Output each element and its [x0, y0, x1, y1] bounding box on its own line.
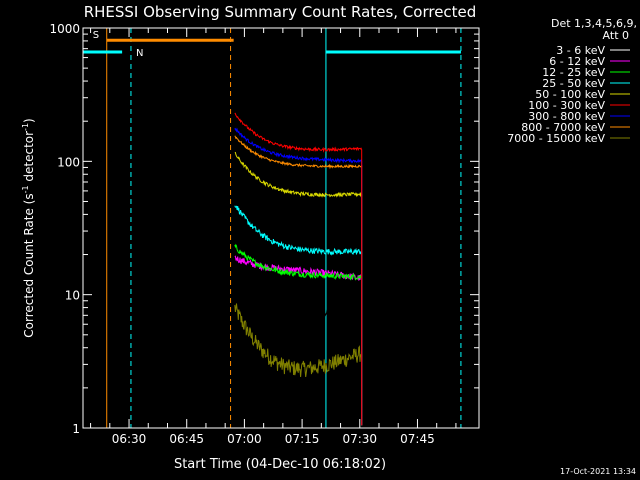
x-axis-label: Start Time (04-Dec-10 06:18:02) — [174, 457, 386, 472]
y-axis-label: Corrected Count Rate (s-1 detector-1) — [21, 118, 36, 337]
chart-title: RHESSI Observing Summary Count Rates, Co… — [84, 3, 477, 21]
x-tick-label-2: 07:00 — [227, 432, 262, 446]
legend-header-line1: Det 1,3,4,5,6,9, — [551, 17, 637, 30]
legend-header-line2: Att 0 — [603, 29, 629, 42]
x-tick-label-0: 06:30 — [112, 432, 147, 446]
series-line-2 — [234, 243, 363, 426]
series-line-8 — [234, 303, 363, 426]
y-tick-label-2: 100 — [57, 155, 80, 169]
series-line-4 — [234, 151, 363, 426]
legend-label-8: 7000 - 15000 keV — [507, 132, 605, 145]
series-line-6 — [234, 127, 363, 426]
series-line-7 — [234, 135, 363, 426]
series-line-0 — [234, 259, 363, 426]
axes: 1 10 100 1000 06:30 06:45 07:00 07:15 07:30 07:45 — [49, 22, 479, 446]
y-tick-label-0: 1 — [72, 422, 80, 436]
x-tick-label-4: 07:30 — [342, 432, 377, 446]
y-tick-label-3: 1000 — [49, 22, 80, 36]
x-tick-label-5: 07:45 — [400, 432, 435, 446]
plot-frame — [82, 27, 480, 429]
legend-label-3: 25 - 50 keV — [542, 77, 605, 90]
x-tick-label-1: 06:45 — [169, 432, 204, 446]
flag-label-s: S — [93, 30, 99, 41]
series-line-5 — [234, 112, 363, 426]
legend-label-1: 6 - 12 keV — [549, 55, 605, 68]
legend-label-2: 12 - 25 keV — [542, 66, 605, 79]
legend-label-5: 100 - 300 keV — [528, 99, 605, 112]
y-tick-label-1: 10 — [65, 289, 80, 303]
x-tick-label-3: 07:15 — [285, 432, 320, 446]
footer-timestamp: 17-Oct-2021 13:34 — [560, 467, 636, 476]
series-line-3 — [234, 205, 363, 426]
legend-label-0: 3 - 6 keV — [556, 44, 605, 57]
plot-area: SN — [83, 28, 462, 428]
legend-label-4: 50 - 100 keV — [535, 88, 605, 101]
legend-label-7: 800 - 7000 keV — [521, 121, 605, 134]
flag-label-n: N — [136, 48, 143, 59]
legend-label-6: 300 - 800 keV — [528, 110, 605, 123]
